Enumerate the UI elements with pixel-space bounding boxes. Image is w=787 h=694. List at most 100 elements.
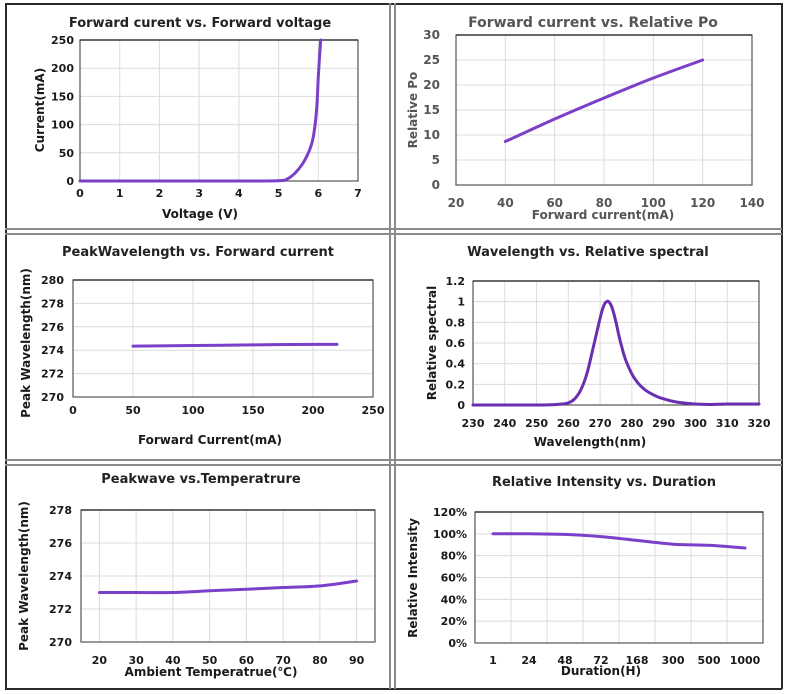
y-axis-label: Peak Wavelength(nm) [17, 501, 31, 651]
x-tick-label: 7 [354, 187, 362, 200]
y-tick-label: 1 [457, 296, 465, 309]
x-tick-label: 1000 [730, 654, 761, 667]
x-tick-label: 50 [202, 654, 218, 667]
y-tick-label: 250 [51, 34, 74, 47]
chart-po: Forward current vs. Relative Po 0 5 10 15 20 2… [406, 15, 765, 222]
chart-title: Forward curent vs. Forward voltage [69, 16, 331, 31]
frame-top [5, 3, 782, 5]
divider-horizontal-2b [5, 464, 782, 466]
chart-title: Relative Intensity vs. Duration [492, 475, 716, 490]
x-tick-label: 290 [652, 417, 675, 430]
y-tick-label: 40% [441, 593, 467, 606]
series-line-iv [78, 38, 323, 183]
y-tick-label: 270 [49, 636, 72, 649]
x-tick-label: 70 [275, 654, 291, 667]
y-tick-label: 0 [432, 178, 440, 192]
y-axis-label: Relative Intensity [406, 518, 420, 638]
x-axis-label: Wavelength(nm) [534, 435, 647, 449]
chart-spectrum: Wavelength vs. Relative spectral 0 0.2 0.4 0… [425, 245, 771, 449]
y-tick-label: 0.2 [446, 378, 466, 391]
chart-iv: Forward curent vs. Forward voltage050100… [33, 16, 362, 221]
x-tick-label: 250 [362, 404, 385, 417]
y-tick-label: 60% [441, 572, 467, 585]
y-tick-label: 0.6 [446, 337, 466, 350]
x-tick-label: 150 [242, 404, 265, 417]
x-tick-label: 100 [182, 404, 205, 417]
x-tick-label: 240 [493, 417, 516, 430]
x-tick-label: 40 [165, 654, 181, 667]
y-tick-label: 278 [41, 297, 64, 310]
frame-bottom [5, 688, 782, 690]
y-tick-label: 0 [457, 399, 465, 412]
x-tick-label: 20 [448, 196, 465, 210]
series-line-lifetime [491, 532, 747, 550]
plot-area [72, 279, 374, 398]
y-tick-label: 276 [49, 537, 72, 550]
series-line-wl-temp [97, 579, 359, 595]
y-tick-label: 276 [41, 321, 64, 334]
x-tick-label: 3 [195, 187, 203, 200]
x-tick-label: 60 [239, 654, 255, 667]
x-tick-label: 500 [698, 654, 721, 667]
y-tick-label: 1.2 [446, 275, 466, 288]
y-tick-label: 274 [49, 570, 72, 583]
y-tick-label: 0.4 [446, 358, 466, 371]
y-tick-label: 150 [51, 90, 74, 103]
y-tick-label: 272 [41, 368, 64, 381]
divider-horizontal-2a [5, 459, 782, 461]
y-tick-label: 5 [432, 153, 440, 167]
x-tick-label: 90 [349, 654, 365, 667]
divider-horizontal-1b [5, 233, 782, 235]
x-tick-label: 260 [557, 417, 580, 430]
y-tick-label: 200 [51, 62, 74, 75]
x-tick-label: 250 [525, 417, 548, 430]
x-axis-label: Voltage (V) [162, 207, 238, 221]
y-tick-label: 15 [423, 103, 440, 117]
x-tick-label: 140 [739, 196, 764, 210]
y-tick-label: 278 [49, 504, 72, 517]
divider-horizontal-1a [5, 228, 782, 230]
y-tick-label: 25 [423, 53, 440, 67]
x-tick-label: 50 [125, 404, 141, 417]
y-axis-label: Peak Wavelength(nm) [19, 268, 33, 418]
series-line-spectrum [471, 299, 761, 407]
series-line-wl-current [131, 342, 339, 348]
x-tick-label: 2 [156, 187, 164, 200]
x-tick-label: 80 [596, 196, 613, 210]
x-tick-label: 320 [748, 417, 771, 430]
y-tick-label: 274 [41, 344, 64, 357]
chart-wl-temp: Peakwave vs.Temperatrure 270 272 274 276 278 2… [17, 472, 376, 679]
chart-wl-current: PeakWavelength vs. Forward current 270 272… [19, 245, 385, 447]
frame-right [781, 3, 783, 689]
chart-title: Forward current vs. Relative Po [468, 15, 718, 31]
x-tick-label: 300 [684, 417, 707, 430]
y-tick-label: 280 [41, 274, 64, 287]
x-axis-label: Forward current(mA) [532, 208, 674, 222]
y-axis-label: Current(mA) [33, 68, 47, 152]
x-tick-label: 1 [489, 654, 497, 667]
x-tick-label: 0 [69, 404, 77, 417]
x-tick-label: 24 [521, 654, 537, 667]
x-tick-label: 72 [593, 654, 608, 667]
x-tick-label: 5 [275, 187, 283, 200]
x-tick-label: 30 [128, 654, 144, 667]
y-tick-label: 0 [66, 175, 74, 188]
x-tick-label: 48 [557, 654, 572, 667]
y-tick-label: 10 [423, 128, 440, 142]
y-tick-label: 100% [433, 528, 467, 541]
y-tick-label: 30 [423, 28, 440, 42]
x-tick-label: 4 [235, 187, 243, 200]
y-tick-label: 272 [49, 603, 72, 616]
chart-title: Wavelength vs. Relative spectral [467, 245, 708, 260]
y-axis-label: Relative spectral [425, 286, 439, 400]
x-tick-label: 6 [314, 187, 322, 200]
frame-left [5, 3, 7, 689]
x-tick-label: 20 [92, 654, 108, 667]
x-tick-label: 100 [641, 196, 666, 210]
x-tick-label: 310 [716, 417, 739, 430]
x-tick-label: 1 [116, 187, 124, 200]
x-tick-label: 300 [662, 654, 685, 667]
y-tick-label: 0.8 [446, 316, 466, 329]
x-tick-label: 120 [690, 196, 715, 210]
